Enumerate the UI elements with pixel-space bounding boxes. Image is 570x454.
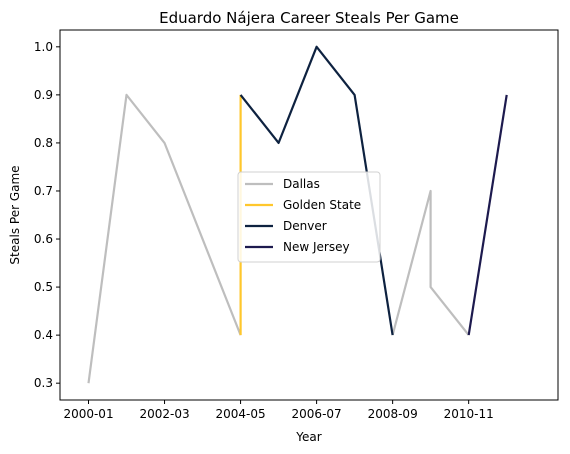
y-axis-label: Steals Per Game xyxy=(8,165,22,264)
y-tick-label: 0.6 xyxy=(34,232,53,246)
y-tick-label: 0.4 xyxy=(34,328,53,342)
x-tick-label: 2008-09 xyxy=(368,407,418,421)
x-tick-label: 2006-07 xyxy=(292,407,342,421)
legend-label-denver: Denver xyxy=(283,219,327,233)
series-line-dallas-1 xyxy=(87,93,242,384)
legend-label-new-jersey: New Jersey xyxy=(283,240,350,254)
x-axis: 2000-01 2002-03 2004-05 2006-07 2008-09 2010-… xyxy=(63,400,494,421)
series-line-new-jersey-1 xyxy=(467,94,508,336)
series-line-dallas-2 xyxy=(391,189,470,336)
legend-label-dallas: Dallas xyxy=(283,177,320,191)
legend-box xyxy=(237,171,381,263)
legend: Dallas Golden State Denver New Jersey xyxy=(237,171,381,263)
x-tick-label: 2000-01 xyxy=(63,407,113,421)
y-tick-label: 0.8 xyxy=(34,136,53,150)
legend-label-golden-state: Golden State xyxy=(283,198,361,212)
x-tick-label: 2010-11 xyxy=(444,407,494,421)
x-tick-label: 2002-03 xyxy=(139,407,189,421)
x-tick-label: 2004-05 xyxy=(216,407,266,421)
x-axis-label: Year xyxy=(295,430,321,444)
y-axis: 0.3 0.4 0.5 0.6 0.7 0.8 0.9 1.0 xyxy=(34,40,60,390)
y-tick-label: 0.7 xyxy=(34,184,53,198)
y-tick-label: 0.5 xyxy=(34,280,53,294)
y-tick-label: 1.0 xyxy=(34,40,53,54)
y-tick-label: 0.9 xyxy=(34,88,53,102)
chart-title: Eduardo Nájera Career Steals Per Game xyxy=(159,9,459,27)
y-tick-label: 0.3 xyxy=(34,376,53,390)
plot-frame xyxy=(59,29,559,401)
